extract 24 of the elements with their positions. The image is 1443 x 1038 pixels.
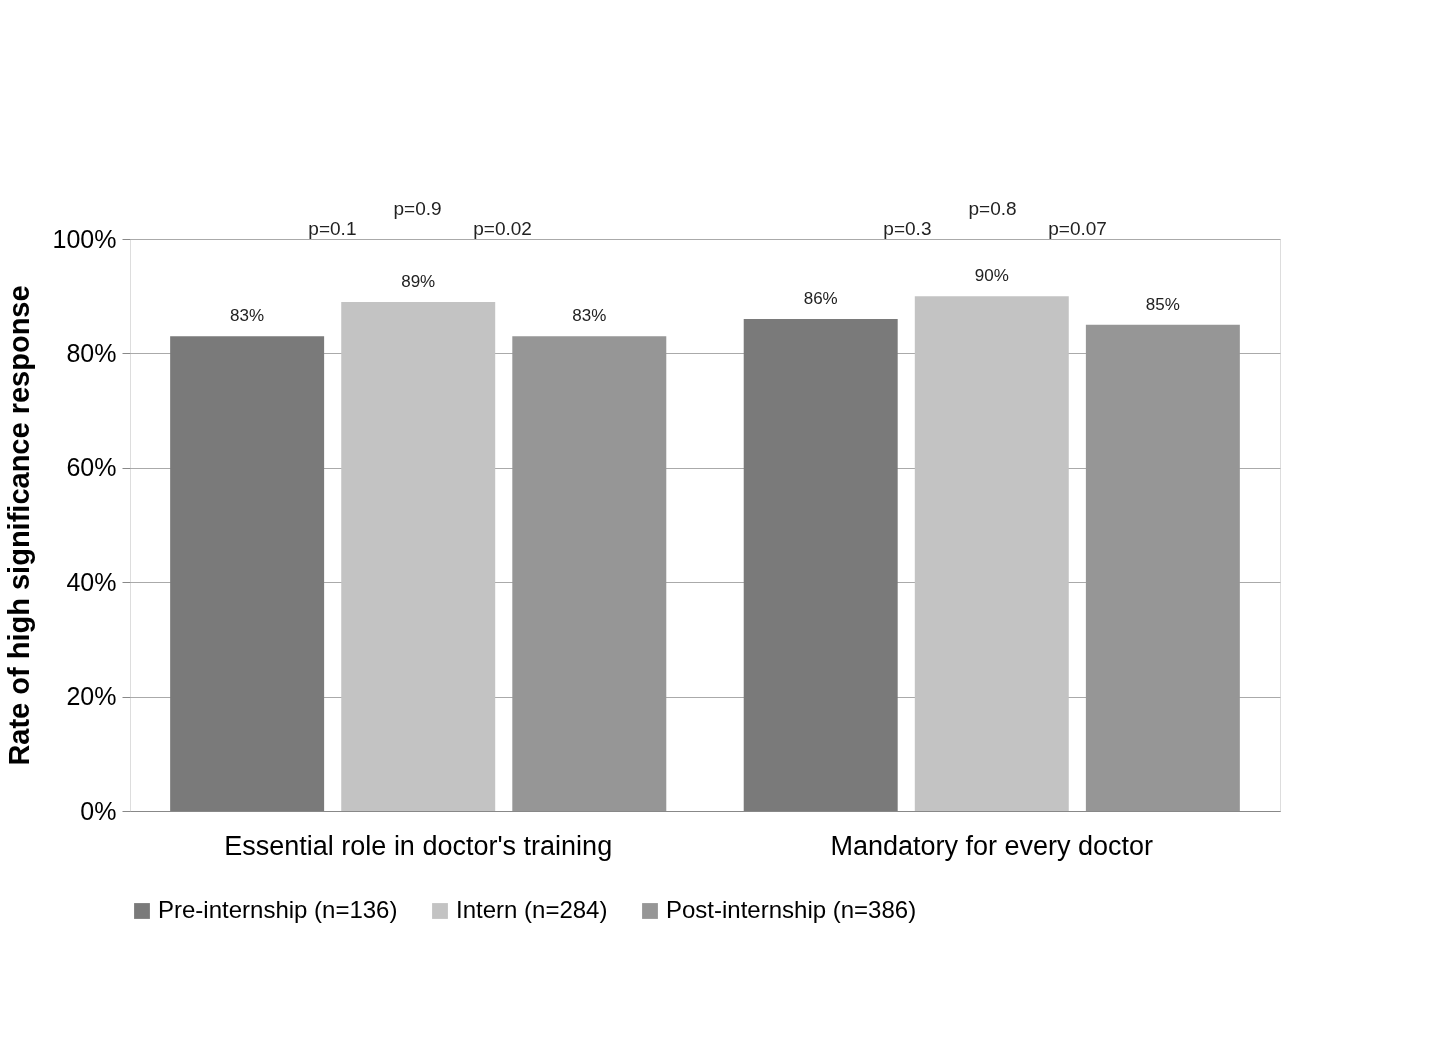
data-label: 83% [230, 306, 265, 326]
x-tick-label: Essential role in doctor's training [224, 830, 613, 861]
y-tick-label: 60% [66, 453, 117, 482]
x-tick-label: Mandatory for every doctor [830, 830, 1154, 861]
text: p=0.1 [308, 218, 357, 239]
y-tick-label: 100% [52, 224, 117, 253]
y-tick-label: 20% [66, 682, 117, 711]
text: p=0.07 [1048, 218, 1107, 239]
data-label: 90% [974, 266, 1009, 286]
data-label: 83% [572, 306, 607, 326]
data-label: 86% [803, 289, 838, 309]
legend-label: Pre-internship (n=136) [158, 896, 398, 923]
legend-label: Post-internship (n=386) [666, 896, 917, 923]
text: p=0.3 [883, 218, 932, 239]
text: p=0.02 [473, 218, 532, 239]
y-tick-label: 80% [66, 338, 117, 367]
y-tick-label: 0% [80, 796, 117, 825]
data-label: 89% [401, 271, 436, 291]
text: p=0.8 [968, 198, 1017, 219]
y-axis-title: Rate of high significance response [2, 285, 35, 766]
data-label: 85% [1145, 294, 1180, 314]
text: p=0.9 [393, 198, 442, 219]
y-tick-label: 40% [66, 567, 117, 596]
legend-label: Intern (n=284) [456, 896, 608, 923]
